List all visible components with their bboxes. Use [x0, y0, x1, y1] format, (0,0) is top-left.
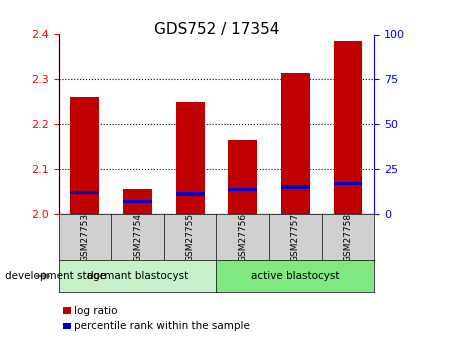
Text: GSM27753: GSM27753	[80, 213, 89, 262]
Bar	[70, 190, 99, 194]
Bar	[228, 188, 257, 191]
Text: GSM27758: GSM27758	[344, 213, 353, 262]
Bar	[281, 185, 310, 189]
Bar	[123, 199, 152, 203]
Bar	[176, 193, 205, 196]
Text: GSM27755: GSM27755	[186, 213, 195, 262]
Text: percentile rank within the sample: percentile rank within the sample	[74, 321, 249, 331]
Bar	[176, 102, 205, 214]
Bar	[281, 72, 310, 214]
Bar	[123, 189, 152, 214]
Text: development stage: development stage	[5, 271, 106, 281]
Bar	[334, 41, 363, 214]
Text: active blastocyst: active blastocyst	[251, 271, 340, 281]
Bar	[334, 181, 363, 185]
Text: dormant blastocyst: dormant blastocyst	[87, 271, 188, 281]
Text: GDS752 / 17354: GDS752 / 17354	[154, 22, 279, 37]
Text: GSM27754: GSM27754	[133, 213, 142, 262]
Text: log ratio: log ratio	[74, 306, 117, 315]
Text: GSM27756: GSM27756	[238, 213, 247, 262]
Text: GSM27757: GSM27757	[291, 213, 300, 262]
Bar	[228, 140, 257, 214]
Bar	[70, 97, 99, 214]
